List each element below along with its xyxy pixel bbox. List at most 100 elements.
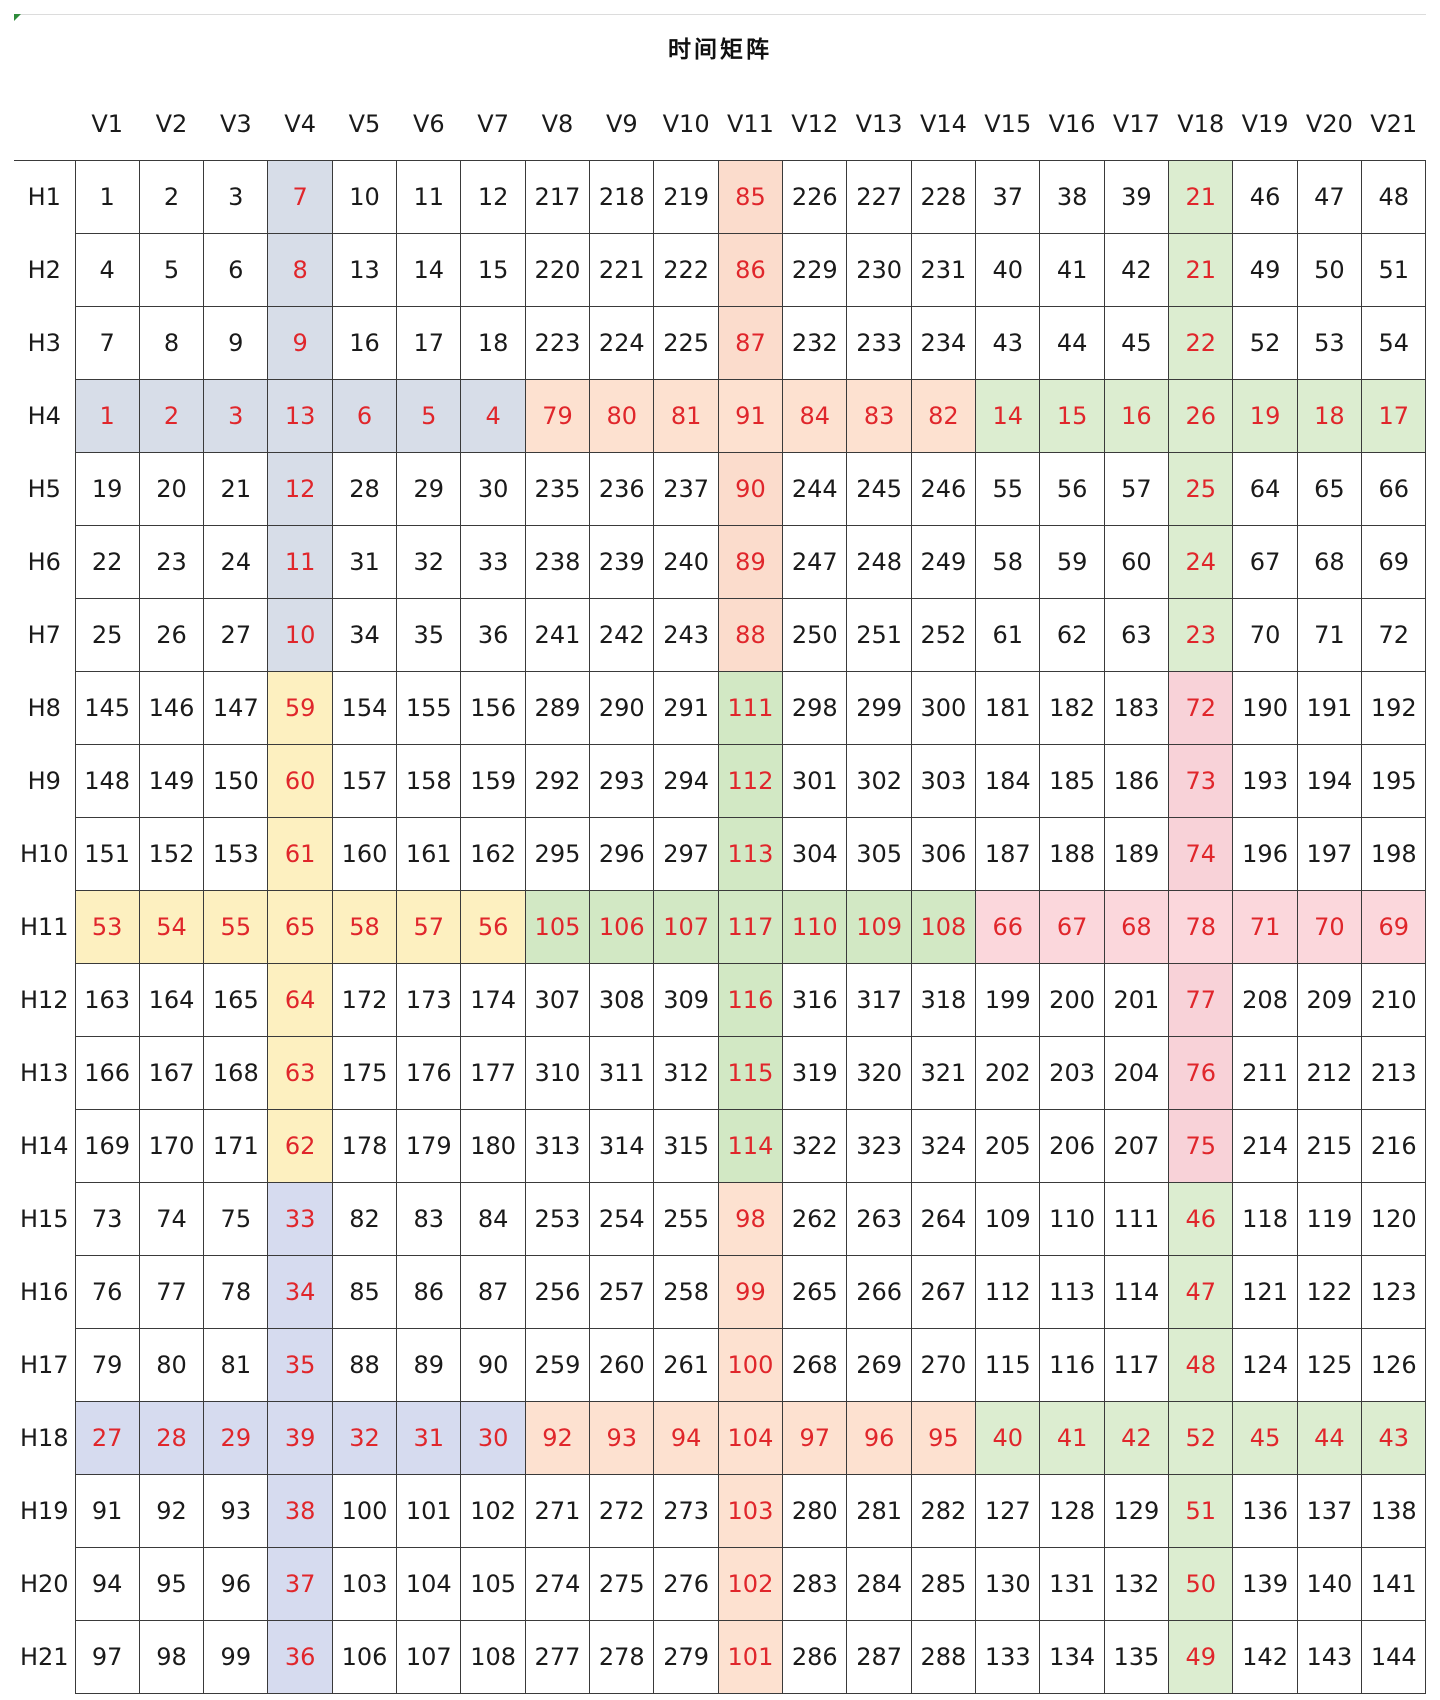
matrix-cell[interactable]: 39 — [267, 1401, 333, 1475]
matrix-cell[interactable]: 99 — [717, 1255, 784, 1329]
matrix-cell[interactable]: 108 — [460, 1620, 526, 1694]
matrix-cell[interactable]: 10 — [331, 160, 398, 234]
matrix-cell[interactable]: 88 — [717, 598, 784, 672]
matrix-cell[interactable]: 45 — [1103, 306, 1170, 380]
matrix-cell[interactable]: 265 — [782, 1255, 848, 1329]
matrix-cell[interactable]: 193 — [1232, 744, 1298, 818]
matrix-cell[interactable]: 55 — [975, 452, 1041, 526]
matrix-cell[interactable]: 250 — [782, 598, 848, 672]
matrix-cell[interactable]: 143 — [1296, 1620, 1363, 1694]
matrix-cell[interactable]: 17 — [1361, 379, 1427, 453]
matrix-cell[interactable]: 275 — [589, 1547, 655, 1621]
matrix-cell[interactable]: 183 — [1103, 671, 1170, 745]
matrix-cell[interactable]: 174 — [460, 963, 526, 1037]
matrix-cell[interactable]: 268 — [782, 1328, 848, 1402]
matrix-cell[interactable]: 13 — [331, 233, 398, 307]
matrix-cell[interactable]: 163 — [74, 963, 140, 1037]
matrix-cell[interactable]: 247 — [782, 525, 848, 599]
matrix-cell[interactable]: 95 — [138, 1547, 205, 1621]
matrix-cell[interactable]: 70 — [1232, 598, 1298, 672]
matrix-cell[interactable]: 11 — [267, 525, 333, 599]
matrix-cell[interactable]: 177 — [460, 1036, 526, 1110]
matrix-cell[interactable]: 58 — [331, 890, 398, 964]
matrix-cell[interactable]: 56 — [1039, 452, 1105, 526]
matrix-cell[interactable]: 155 — [396, 671, 462, 745]
matrix-cell[interactable]: 71 — [1296, 598, 1363, 672]
matrix-cell[interactable]: 220 — [524, 233, 591, 307]
matrix-cell[interactable]: 19 — [1232, 379, 1298, 453]
matrix-cell[interactable]: 54 — [1361, 306, 1427, 380]
matrix-cell[interactable]: 202 — [975, 1036, 1041, 1110]
matrix-cell[interactable]: 116 — [717, 963, 784, 1037]
matrix-cell[interactable]: 145 — [74, 671, 140, 745]
matrix-cell[interactable]: 52 — [1232, 306, 1298, 380]
matrix-cell[interactable]: 44 — [1296, 1401, 1363, 1475]
matrix-cell[interactable]: 34 — [267, 1255, 333, 1329]
matrix-cell[interactable]: 258 — [653, 1255, 719, 1329]
matrix-cell[interactable]: 154 — [331, 671, 398, 745]
matrix-cell[interactable]: 109 — [846, 890, 912, 964]
matrix-cell[interactable]: 7 — [74, 306, 140, 380]
matrix-cell[interactable]: 306 — [910, 817, 977, 891]
matrix-cell[interactable]: 211 — [1232, 1036, 1298, 1110]
matrix-cell[interactable]: 92 — [138, 1474, 205, 1548]
matrix-cell[interactable]: 243 — [653, 598, 719, 672]
matrix-cell[interactable]: 6 — [331, 379, 398, 453]
matrix-cell[interactable]: 100 — [331, 1474, 398, 1548]
matrix-cell[interactable]: 239 — [589, 525, 655, 599]
matrix-cell[interactable]: 37 — [267, 1547, 333, 1621]
matrix-cell[interactable]: 40 — [975, 1401, 1041, 1475]
matrix-cell[interactable]: 75 — [203, 1182, 269, 1256]
matrix-cell[interactable]: 72 — [1168, 671, 1234, 745]
matrix-cell[interactable]: 43 — [1361, 1401, 1427, 1475]
matrix-cell[interactable]: 126 — [1361, 1328, 1427, 1402]
matrix-cell[interactable]: 180 — [460, 1109, 526, 1183]
matrix-cell[interactable]: 161 — [396, 817, 462, 891]
matrix-cell[interactable]: 137 — [1296, 1474, 1363, 1548]
matrix-cell[interactable]: 165 — [203, 963, 269, 1037]
matrix-cell[interactable]: 122 — [1296, 1255, 1363, 1329]
matrix-cell[interactable]: 17 — [396, 306, 462, 380]
matrix-cell[interactable]: 30 — [460, 452, 526, 526]
matrix-cell[interactable]: 35 — [396, 598, 462, 672]
matrix-cell[interactable]: 285 — [910, 1547, 977, 1621]
matrix-cell[interactable]: 144 — [1361, 1620, 1427, 1694]
matrix-cell[interactable]: 12 — [267, 452, 333, 526]
matrix-cell[interactable]: 106 — [331, 1620, 398, 1694]
matrix-cell[interactable]: 84 — [782, 379, 848, 453]
matrix-cell[interactable]: 23 — [1168, 598, 1234, 672]
matrix-cell[interactable]: 135 — [1103, 1620, 1170, 1694]
matrix-cell[interactable]: 67 — [1039, 890, 1105, 964]
matrix-cell[interactable]: 267 — [910, 1255, 977, 1329]
matrix-cell[interactable]: 112 — [717, 744, 784, 818]
matrix-cell[interactable]: 87 — [717, 306, 784, 380]
matrix-cell[interactable]: 260 — [589, 1328, 655, 1402]
matrix-cell[interactable]: 299 — [846, 671, 912, 745]
matrix-cell[interactable]: 110 — [782, 890, 848, 964]
matrix-cell[interactable]: 310 — [524, 1036, 591, 1110]
matrix-cell[interactable]: 168 — [203, 1036, 269, 1110]
matrix-cell[interactable]: 8 — [267, 233, 333, 307]
matrix-cell[interactable]: 81 — [203, 1328, 269, 1402]
matrix-cell[interactable]: 170 — [138, 1109, 205, 1183]
matrix-cell[interactable]: 102 — [717, 1547, 784, 1621]
matrix-cell[interactable]: 274 — [524, 1547, 591, 1621]
matrix-cell[interactable]: 253 — [524, 1182, 591, 1256]
matrix-cell[interactable]: 99 — [203, 1620, 269, 1694]
matrix-cell[interactable]: 78 — [203, 1255, 269, 1329]
matrix-cell[interactable]: 75 — [1168, 1109, 1234, 1183]
matrix-cell[interactable]: 41 — [1039, 233, 1105, 307]
matrix-cell[interactable]: 73 — [74, 1182, 140, 1256]
matrix-cell[interactable]: 31 — [331, 525, 398, 599]
matrix-cell[interactable]: 33 — [267, 1182, 333, 1256]
matrix-cell[interactable]: 90 — [460, 1328, 526, 1402]
matrix-cell[interactable]: 18 — [1296, 379, 1363, 453]
matrix-cell[interactable]: 67 — [1232, 525, 1298, 599]
matrix-cell[interactable]: 29 — [203, 1401, 269, 1475]
matrix-cell[interactable]: 294 — [653, 744, 719, 818]
matrix-cell[interactable]: 241 — [524, 598, 591, 672]
matrix-cell[interactable]: 232 — [782, 306, 848, 380]
matrix-cell[interactable]: 105 — [460, 1547, 526, 1621]
matrix-cell[interactable]: 188 — [1039, 817, 1105, 891]
matrix-cell[interactable]: 203 — [1039, 1036, 1105, 1110]
